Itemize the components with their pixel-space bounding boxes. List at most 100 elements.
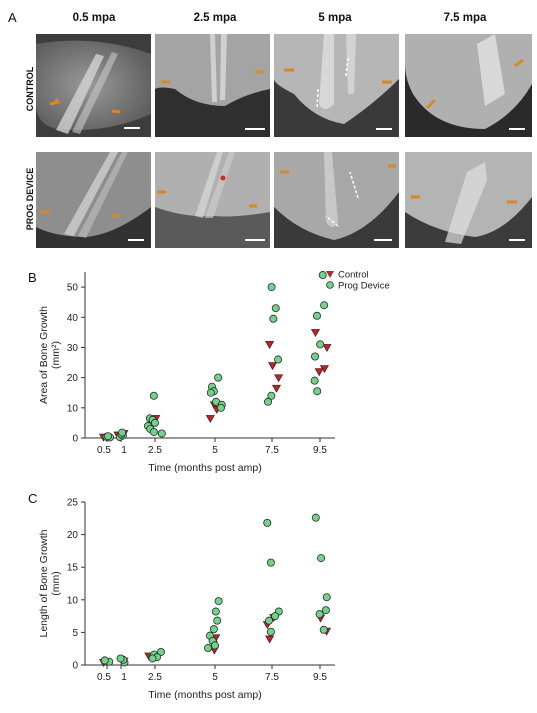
data-point-prog-device: [206, 388, 215, 397]
y-tick-label: 5: [72, 628, 78, 639]
data-point-prog-device: [214, 597, 223, 606]
data-point-prog-device: [319, 625, 328, 634]
data-point-prog-device: [214, 373, 223, 382]
y-axis-label-line: (mm): [50, 571, 62, 596]
data-point-prog-device: [321, 606, 330, 615]
data-point-control: [265, 341, 275, 350]
x-tick-label: 5: [212, 445, 218, 456]
y-tick-label: 20: [67, 530, 79, 541]
y-tick-label: 0: [72, 661, 78, 672]
y-axis-label-line: Length of Bone Growth: [38, 529, 50, 637]
data-point-control: [310, 329, 321, 337]
data-point-prog-device: [116, 654, 125, 663]
y-tick-label: 20: [67, 373, 79, 384]
x-tick-label: 1: [121, 445, 127, 456]
y-tick-label: 0: [72, 434, 78, 445]
xray-prog-device-7-5mpa: [405, 152, 532, 248]
data-point-prog-device: [264, 616, 273, 625]
data-point-control: [314, 368, 324, 377]
legend-label: Prog Device: [338, 281, 390, 292]
data-point-prog-device: [216, 403, 225, 412]
legend-marker-prog-device: [326, 281, 334, 289]
chart-area-of-bone-growth: 0 10 20 30 40 50 0.5 1 2.5 5 7.5 9.5 Time (months po…: [38, 270, 390, 475]
data-point-prog-device: [104, 432, 113, 441]
xray-prog-device-5mpa: [274, 152, 399, 248]
legend-label: Control: [338, 270, 369, 281]
x-tick-label: 7.5: [265, 445, 279, 456]
x-tick-label: 7.5: [265, 672, 279, 683]
data-point-prog-device: [318, 271, 327, 280]
data-point-prog-device: [266, 627, 275, 636]
x-tick-label: 2.5: [148, 445, 162, 456]
data-point-control: [265, 635, 275, 644]
data-point-prog-device: [312, 311, 321, 320]
data-point-prog-device: [156, 647, 165, 656]
y-tick-label: 10: [67, 403, 79, 414]
data-point-prog-device: [210, 641, 219, 650]
x-tick-label: 0.5: [97, 445, 111, 456]
x-axis-label: Time (months post amp): [148, 462, 261, 474]
data-point-prog-device: [310, 376, 319, 385]
legend-marker-control: [326, 271, 334, 278]
data-point-prog-device: [209, 625, 218, 634]
data-point-prog-device: [204, 644, 213, 653]
data-point-control: [205, 415, 215, 423]
data-point-control: [268, 362, 278, 371]
panel-b-letter: B: [28, 270, 37, 285]
y-tick-label: 10: [67, 595, 79, 606]
row-header-control: CONTROL: [25, 66, 35, 112]
data-point-prog-device: [269, 314, 278, 323]
data-point-prog-device: [322, 593, 331, 602]
data-point-prog-device: [211, 607, 220, 616]
y-tick-label: 25: [67, 498, 79, 509]
data-point-prog-device: [317, 554, 326, 563]
column-header-1: 2.5 mpa: [193, 12, 237, 24]
y-tick-label: 40: [67, 313, 79, 324]
y-tick-label: 15: [67, 563, 79, 574]
data-point-prog-device: [148, 654, 157, 663]
x-tick-label: 5: [212, 672, 218, 683]
column-header-0: 0.5 mpa: [72, 12, 116, 24]
data-point-prog-device: [266, 558, 275, 567]
data-point-control: [274, 374, 284, 383]
panel-c-letter: C: [28, 491, 38, 506]
data-point-prog-device: [274, 355, 283, 364]
data-point-prog-device: [150, 418, 159, 427]
data-point-prog-device: [149, 391, 158, 400]
data-point-prog-device: [263, 518, 272, 527]
data-point-prog-device: [271, 304, 280, 313]
data-point-prog-device: [311, 513, 320, 522]
data-point-prog-device: [320, 301, 329, 310]
y-axis-label-line: Area of Bone Growth: [38, 306, 50, 404]
data-point-prog-device: [100, 656, 109, 665]
chart-length-of-bone-growth: 0 5 10 15 20 25 0.5 1 2.5 5 7.5 9.5 Time (months pos…: [38, 498, 335, 701]
data-point-prog-device: [313, 387, 322, 396]
xray-control-5mpa: [274, 34, 399, 137]
xray-control-2-5mpa: [155, 34, 270, 137]
xray-prog-device-0-5mpa: [36, 152, 151, 248]
y-tick-label: 30: [67, 343, 79, 354]
data-point-prog-device: [267, 283, 276, 292]
panel-a-letter: A: [8, 10, 17, 25]
data-point-prog-device: [316, 340, 325, 349]
data-point-prog-device: [271, 612, 280, 621]
data-point-control: [271, 384, 282, 393]
data-point-prog-device: [157, 429, 166, 438]
y-axis-label-line: (mm²): [50, 341, 62, 369]
column-header-2: 5 mpa: [318, 12, 352, 24]
data-point-prog-device: [267, 391, 276, 400]
data-point-prog-device: [213, 616, 222, 625]
x-tick-label: 9.5: [313, 672, 327, 683]
x-tick-label: 1: [121, 672, 127, 683]
xray-prog-device-2-5mpa: [155, 152, 270, 248]
x-tick-label: 9.5: [313, 445, 327, 456]
data-point-prog-device: [118, 428, 127, 437]
data-point-prog-device: [264, 397, 273, 406]
xray-control-0-5mpa: [36, 34, 151, 137]
x-axis-label: Time (months post amp): [148, 689, 261, 701]
row-header-prog-device: PROG DEVICE: [25, 167, 35, 231]
data-point-control: [322, 344, 332, 353]
x-tick-label: 2.5: [148, 672, 162, 683]
xray-control-7-5mpa: [405, 34, 532, 137]
data-point-prog-device: [310, 352, 319, 361]
